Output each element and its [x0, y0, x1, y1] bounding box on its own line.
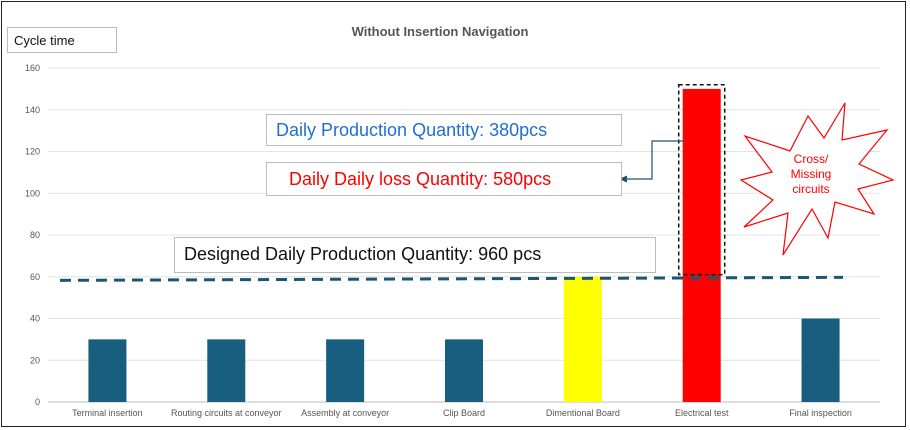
bar-dimentional-board [563, 276, 602, 402]
y-tick-label: 20 [30, 355, 40, 365]
burst-line-2: Missing [790, 167, 832, 181]
x-category-label: Terminal insertion [72, 408, 143, 418]
x-category-label: Electrical test [675, 408, 729, 418]
y-tick-label: 100 [25, 188, 40, 198]
burst-line-3: circuits [792, 182, 830, 196]
bars [88, 88, 840, 402]
y-tick-label: 60 [30, 272, 40, 282]
bar-routing-circuits-at-conveyor [207, 339, 246, 402]
callout-connector-arrow [626, 140, 684, 180]
y-tick-label: 0 [35, 397, 40, 407]
bar-electrical-test [682, 88, 721, 402]
designed-capacity-line [59, 275, 844, 282]
bar-final-inspection [801, 318, 840, 402]
bar-assembly-at-conveyor [326, 339, 365, 402]
explosion-burst-shape [739, 102, 895, 256]
burst-label: Cross/ Missing circuits [776, 152, 846, 197]
y-tick-label: 120 [25, 147, 40, 157]
y-tick-label: 160 [25, 63, 40, 73]
y-tick-label: 40 [30, 314, 40, 324]
bottleneck-highlight-box [677, 84, 726, 276]
burst-line-1: Cross/ [793, 152, 829, 166]
y-tick-labels: 0 20 40 60 80 100 120 140 160 [25, 63, 40, 407]
y-tick-label: 140 [25, 105, 40, 115]
x-category-label: Assembly at conveyor [301, 408, 389, 418]
y-tick-label: 80 [30, 230, 40, 240]
loss-quantity-callout: Daily Daily loss Quantity: 580pcs [266, 162, 622, 196]
x-category-label: Dimentional Board [546, 408, 620, 418]
production-quantity-callout: Daily Production Quantity: 380pcs [266, 114, 622, 146]
x-category-label: Clip Board [443, 408, 485, 418]
chart-title: Without Insertion Navigation [351, 24, 529, 39]
bar-terminal-insertion [88, 339, 127, 402]
x-category-label: Final inspection [789, 408, 852, 418]
x-category-labels: Terminal insertion Routing circuits at co… [72, 408, 852, 418]
y-axis-label: Cycle time [7, 27, 117, 53]
x-category-label: Routing circuits at conveyor [171, 408, 282, 418]
bar-clip-board [445, 339, 483, 402]
designed-quantity-callout: Designed Daily Production Quantity: 960 … [174, 237, 656, 273]
callout-arrowhead [619, 175, 627, 183]
